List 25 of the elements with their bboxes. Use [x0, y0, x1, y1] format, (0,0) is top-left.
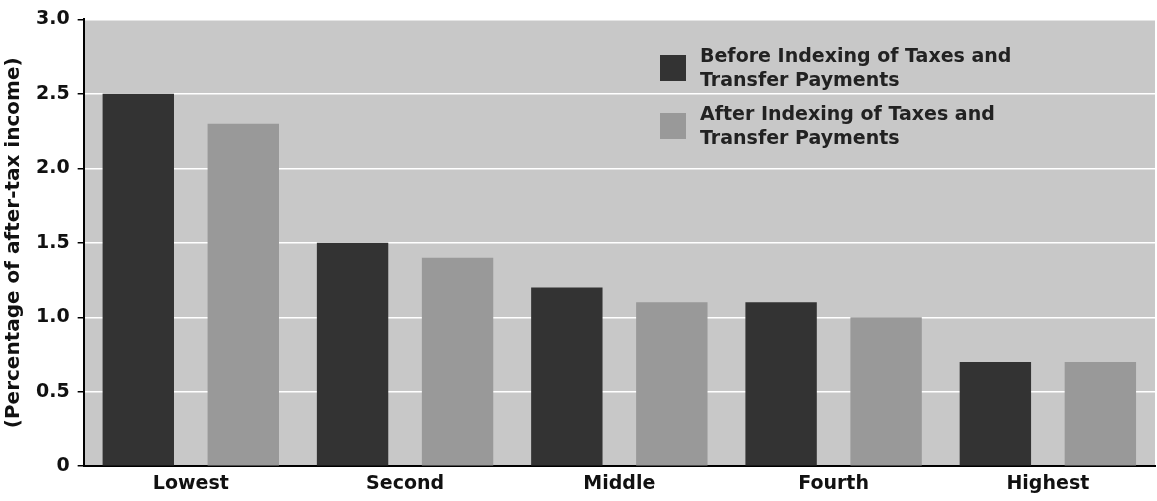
bar — [421, 257, 494, 466]
bar — [636, 302, 708, 466]
bar — [102, 93, 174, 466]
x-tick-label: Middle — [583, 470, 656, 493]
y-tick-label: 2.0 — [35, 155, 70, 178]
bar — [959, 361, 1032, 466]
y-tick-label: 2.5 — [35, 80, 70, 103]
y-axis-title: (Percentage of after-tax income) — [0, 57, 25, 429]
y-tick-label: 0 — [56, 453, 70, 476]
bar — [1064, 361, 1137, 466]
legend-label: After Indexing of Taxes and Transfer Payments — [700, 101, 996, 150]
bar — [850, 317, 922, 466]
y-tick-label: 0.5 — [35, 378, 70, 401]
y-tick-label: 3.0 — [35, 6, 70, 29]
bar — [745, 302, 817, 466]
x-tick-label: Fourth — [798, 470, 869, 493]
y-tick-label: 1.0 — [35, 304, 70, 327]
x-tick-label: Second — [366, 470, 445, 493]
x-tick-label: Highest — [1006, 470, 1090, 493]
bar — [316, 242, 389, 466]
bar — [531, 287, 603, 466]
bar — [207, 123, 279, 466]
legend-label: Before Indexing of Taxes and Transfer Payments — [700, 44, 1013, 92]
y-tick-label: 1.5 — [35, 229, 70, 252]
x-tick-label: Lowest — [152, 470, 229, 493]
